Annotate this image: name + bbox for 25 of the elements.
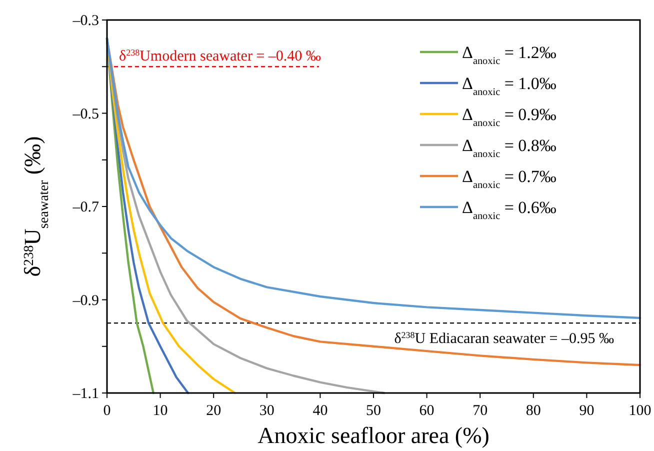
y-tick-label: –0.9: [72, 292, 99, 309]
y-tick-label: –0.3: [72, 13, 99, 29]
x-tick-label: 40: [312, 403, 328, 419]
ref-line-label: δ$^{238}$U Ediacaran seawater = –0.95 ‰: [394, 330, 614, 348]
x-tick-label: 10: [152, 403, 168, 419]
x-tick-label: 20: [206, 403, 222, 419]
legend-label: Δ$_{anoxic}$ = 1.0‰: [462, 74, 556, 98]
x-axis-title: Anoxic seafloor area (%): [258, 423, 490, 448]
x-tick-label: 50: [366, 403, 381, 419]
x-tick-label: 70: [472, 403, 488, 419]
legend-label: Δ$_{anoxic}$ = 0.9‰: [462, 105, 556, 128]
x-tick-label: 60: [419, 403, 434, 419]
legend-label: Δ$_{anoxic}$ = 0.8‰: [462, 136, 556, 160]
y-tick-label: –1.1: [72, 386, 99, 402]
y-tick-label: –0.7: [72, 200, 100, 216]
x-tick-label: 100: [628, 403, 652, 419]
legend-label: Δ$_{anoxic}$ = 0.7‰: [462, 167, 556, 190]
ref-line-label: δ$^{238}$Umodern seawater = –0.40 ‰: [119, 48, 321, 65]
x-tick-label: 90: [579, 403, 594, 419]
x-tick-label: 30: [259, 403, 274, 419]
legend-label: Δ$_{anoxic}$ = 1.2‰: [462, 43, 556, 66]
y-tick-label: –0.5: [72, 106, 99, 122]
legend-label: Δ$_{anoxic}$ = 0.6‰: [462, 198, 556, 222]
x-tick-label: 80: [526, 403, 541, 419]
x-tick-label: 0: [103, 403, 111, 419]
